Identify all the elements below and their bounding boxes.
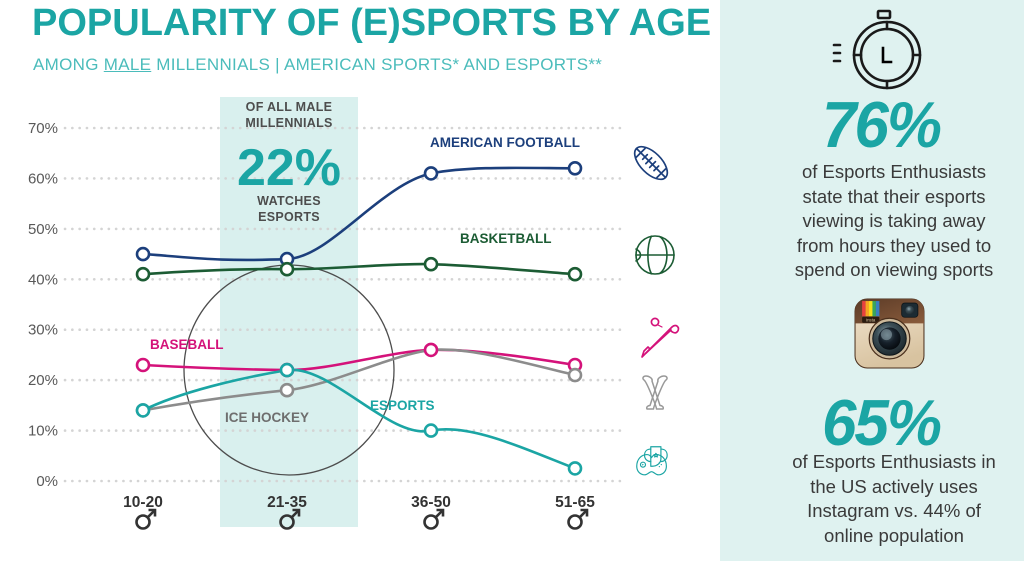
svg-text:22%: 22% [237, 139, 341, 197]
svg-text:AMERICAN FOOTBALL: AMERICAN FOOTBALL [430, 135, 580, 150]
svg-text:WATCHES: WATCHES [257, 194, 321, 208]
svg-text:10%: 10% [28, 423, 58, 440]
svg-text:MILLENNIALS: MILLENNIALS [245, 116, 332, 130]
svg-text:36-50: 36-50 [411, 494, 451, 511]
svg-text:30%: 30% [28, 322, 58, 339]
svg-text:ESPORTS: ESPORTS [258, 210, 320, 224]
svg-text:10-20: 10-20 [123, 494, 163, 511]
svg-text:50%: 50% [28, 221, 58, 238]
svg-text:ICE HOCKEY: ICE HOCKEY [225, 410, 309, 425]
svg-text:70%: 70% [28, 120, 58, 137]
svg-text:BASEBALL: BASEBALL [150, 337, 224, 352]
svg-text:BASKETBALL: BASKETBALL [460, 231, 552, 246]
svg-text:OF ALL MALE: OF ALL MALE [246, 100, 333, 114]
svg-text:51-65: 51-65 [555, 494, 595, 511]
svg-text:21-35: 21-35 [267, 494, 307, 511]
svg-text:insta: insta [866, 317, 876, 322]
svg-text:0%: 0% [36, 473, 58, 490]
svg-text:40%: 40% [28, 271, 58, 288]
svg-text:20%: 20% [28, 372, 58, 389]
svg-text:ESPORTS: ESPORTS [370, 398, 435, 413]
svg-text:60%: 60% [28, 170, 58, 187]
